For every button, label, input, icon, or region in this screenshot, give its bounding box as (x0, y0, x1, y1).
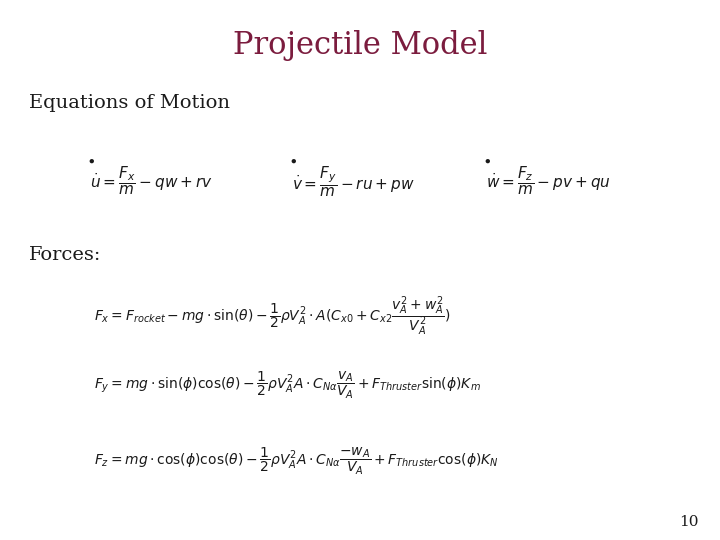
Text: $F_y = mg \cdot \sin(\phi)\cos(\theta) - \dfrac{1}{2}\rho V_A^2 A \cdot C_{N\alp: $F_y = mg \cdot \sin(\phi)\cos(\theta) -… (94, 370, 480, 401)
Text: $\bullet$: $\bullet$ (86, 154, 95, 168)
Text: 10: 10 (679, 515, 698, 529)
Text: $F_z = mg \cdot \cos(\phi)\cos(\theta) - \dfrac{1}{2}\rho V_A^2 A \cdot C_{N\alp: $F_z = mg \cdot \cos(\phi)\cos(\theta) -… (94, 446, 498, 477)
Text: $\dot{u} = \dfrac{F_x}{m} - qw + rv$: $\dot{u} = \dfrac{F_x}{m} - qw + rv$ (90, 165, 213, 197)
Text: $\dot{v} = \dfrac{F_y}{m} - ru + pw$: $\dot{v} = \dfrac{F_y}{m} - ru + pw$ (292, 165, 414, 199)
Text: Forces:: Forces: (29, 246, 102, 264)
Text: $\dot{w} = \dfrac{F_z}{m} - pv + qu$: $\dot{w} = \dfrac{F_z}{m} - pv + qu$ (486, 165, 611, 197)
Text: Projectile Model: Projectile Model (233, 30, 487, 60)
Text: $\bullet$: $\bullet$ (482, 154, 492, 168)
Text: $\bullet$: $\bullet$ (288, 154, 297, 168)
Text: Equations of Motion: Equations of Motion (29, 94, 230, 112)
Text: $F_x = F_{rocket} - mg \cdot \sin(\theta) - \dfrac{1}{2}\rho V_A^2 \cdot A(C_{x0: $F_x = F_{rocket} - mg \cdot \sin(\theta… (94, 294, 451, 338)
